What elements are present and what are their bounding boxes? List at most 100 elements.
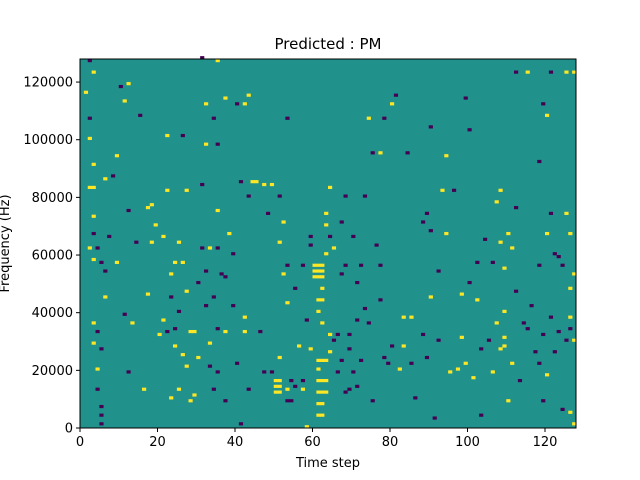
heatmap-cell-low: [347, 347, 352, 351]
heatmap-cell-high: [169, 272, 174, 276]
heatmap-cell-high: [173, 260, 178, 264]
heatmap-cell-low: [463, 96, 468, 100]
heatmap-cell-high: [312, 269, 317, 273]
heatmap-cell-low: [362, 306, 368, 311]
heatmap-cell-low: [548, 315, 554, 319]
heatmap-cell-low: [95, 387, 100, 391]
heatmap-cell-high: [502, 266, 507, 270]
heatmap-cell-high: [320, 275, 325, 279]
y-tick-label: 40000: [32, 306, 73, 321]
heatmap-cell-low: [541, 102, 546, 106]
heatmap-cell-high: [498, 347, 503, 351]
heatmap-cell-high: [165, 188, 170, 192]
heatmap-cell-high: [142, 387, 147, 391]
heatmap-cell-low: [424, 211, 430, 215]
heatmap-cell-high: [316, 402, 321, 406]
heatmap-cell-high: [281, 272, 286, 276]
heatmap-cell-low: [393, 93, 399, 97]
heatmap-cell-high: [223, 96, 228, 100]
heatmap-cell-low: [285, 399, 290, 403]
heatmap-cell-low: [378, 298, 383, 302]
heatmap-cells: [83, 56, 577, 429]
heatmap-cell-low: [215, 246, 220, 250]
heatmap-cell-high: [312, 275, 317, 279]
heatmap-cell-high: [250, 180, 255, 184]
heatmap-cell-high: [277, 355, 282, 360]
heatmap-cell-high: [328, 350, 333, 354]
heatmap-cell-high: [316, 378, 321, 383]
heatmap-cell-high: [502, 309, 507, 313]
heatmap-cell-low: [521, 321, 526, 325]
heatmap-cell-low: [514, 289, 519, 293]
heatmap-cell-low: [200, 246, 205, 250]
heatmap-cell-low: [289, 378, 294, 383]
heatmap-background: [80, 59, 576, 428]
heatmap-cell-high: [227, 231, 232, 236]
heatmap-cell-low: [91, 231, 96, 236]
heatmap-cell-high: [223, 329, 228, 334]
heatmap-cell-low: [165, 329, 170, 334]
heatmap-cell-high: [316, 309, 321, 313]
heatmap-cell-high: [91, 70, 96, 74]
heatmap-cell-low: [355, 384, 360, 388]
heatmap-cell-high: [568, 231, 573, 236]
heatmap-cell-high: [277, 390, 282, 394]
heatmap-cell-low: [95, 246, 100, 250]
heatmap-cell-high: [316, 275, 321, 279]
heatmap-cell-high: [312, 263, 317, 267]
heatmap-cell-high: [153, 223, 158, 227]
heatmap-cell-high: [545, 373, 550, 377]
y-axis-ticks: 0 20000 40000 60000 80000 100000 120000: [23, 76, 80, 437]
heatmap-cell-low: [409, 361, 414, 365]
heatmap-cell-high: [184, 188, 189, 192]
heatmap-cell-low: [246, 387, 251, 391]
heatmap-cell-low: [560, 407, 565, 411]
heatmap-cell-high: [401, 344, 406, 348]
heatmap-cell-high: [165, 133, 170, 138]
heatmap-cell-low: [351, 370, 356, 374]
heatmap-cell-low: [343, 390, 348, 394]
x-tick-label: 0: [76, 435, 84, 450]
heatmap-cell-low: [335, 332, 340, 337]
heatmap-cell-high: [242, 102, 247, 106]
heatmap-cell-high: [300, 387, 306, 391]
heatmap-cell-low: [196, 280, 201, 285]
heatmap-cell-high: [169, 396, 174, 400]
heatmap-cell-low: [343, 194, 348, 198]
heatmap-cell-high: [316, 269, 321, 273]
heatmap-cell-high: [161, 234, 166, 239]
heatmap-cell-high: [572, 338, 577, 342]
heatmap-cell-high: [331, 246, 337, 250]
heatmap-cell-high: [297, 344, 302, 348]
heatmap-cell-high: [269, 182, 275, 187]
heatmap-cell-high: [390, 102, 395, 106]
heatmap-cell-high: [506, 231, 511, 236]
heatmap-cell-high: [204, 102, 209, 106]
heatmap-cell-high: [320, 298, 325, 302]
y-tick-label: 60000: [32, 249, 73, 264]
heatmap-cell-low: [421, 332, 426, 337]
heatmap-cell-low: [176, 309, 182, 313]
heatmap-cell-high: [510, 361, 515, 365]
heatmap-cell-low: [258, 329, 263, 334]
heatmap-cell-low: [169, 295, 174, 299]
heatmap-cell-low: [308, 234, 313, 239]
heatmap-cell-low: [374, 243, 379, 247]
heatmap-cell-low: [452, 188, 457, 192]
heatmap-cell-high: [498, 188, 503, 192]
heatmap-cell-low: [215, 370, 220, 374]
heatmap-cell-high: [572, 70, 577, 74]
heatmap-cell-low: [285, 116, 290, 120]
heatmap-cell-low: [173, 327, 178, 331]
heatmap-cell-high: [324, 252, 329, 256]
heatmap-cell-high: [401, 315, 406, 319]
x-tick-label: 60: [304, 435, 321, 450]
heatmap-cell-low: [347, 387, 352, 391]
heatmap-cell-high: [161, 318, 166, 322]
heatmap-cell-low: [304, 318, 309, 322]
heatmap-cell-low: [529, 304, 534, 308]
heatmap-cell-high: [149, 203, 154, 207]
heatmap-cell-high: [502, 335, 507, 339]
heatmap-cell-high: [91, 162, 96, 166]
